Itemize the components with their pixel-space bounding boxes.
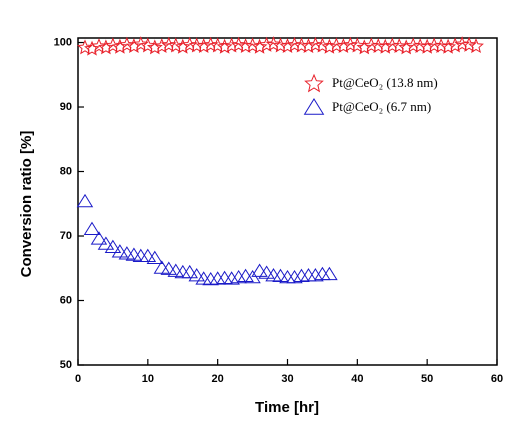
marker: [195, 271, 212, 285]
y-tick-label: 100: [54, 36, 72, 48]
marker: [279, 38, 296, 54]
legend-label: Pt@CeO₂ (6.7 nm): [332, 99, 431, 114]
marker: [181, 264, 198, 279]
marker: [314, 266, 331, 281]
marker: [195, 38, 212, 54]
y-tick-label: 60: [60, 294, 72, 306]
marker: [77, 39, 93, 55]
marker: [104, 239, 122, 253]
y-axis-label: Conversion ratio [%]: [18, 131, 35, 278]
marker: [293, 268, 310, 282]
x-tick-label: 0: [75, 373, 81, 385]
marker: [125, 38, 142, 54]
y-tick-label: 90: [60, 101, 72, 113]
marker: [230, 269, 247, 284]
marker: [118, 36, 135, 52]
x-tick-label: 60: [491, 373, 503, 385]
marker: [258, 265, 275, 279]
legend-symbol: [304, 73, 324, 93]
marker: [146, 39, 163, 55]
legend-symbol: [303, 98, 325, 115]
marker: [216, 270, 233, 284]
marker: [440, 38, 457, 54]
marker: [84, 40, 100, 56]
x-tick-label: 40: [351, 373, 363, 385]
marker: [251, 263, 268, 277]
marker: [76, 193, 94, 208]
marker: [335, 38, 352, 54]
marker: [160, 261, 177, 275]
marker: [251, 38, 268, 54]
x-tick-label: 10: [142, 373, 154, 385]
y-tick-label: 70: [60, 230, 72, 242]
y-tick-label: 80: [60, 165, 72, 177]
marker: [321, 266, 338, 281]
y-tick-label: 50: [60, 359, 72, 371]
marker: [321, 38, 338, 54]
marker: [188, 268, 205, 282]
marker: [300, 38, 317, 54]
marker: [398, 39, 415, 55]
legend-label: Pt@CeO₂ (13.8 nm): [332, 75, 438, 90]
marker: [265, 268, 282, 282]
marker: [146, 250, 164, 264]
marker: [223, 271, 240, 285]
marker: [286, 269, 303, 284]
marker: [111, 244, 129, 258]
marker: [83, 221, 101, 235]
marker: [90, 231, 108, 245]
marker: [174, 38, 191, 54]
marker: [237, 38, 254, 54]
marker: [153, 38, 170, 54]
marker: [202, 271, 219, 286]
marker: [258, 36, 275, 52]
marker: [419, 38, 436, 54]
marker: [356, 39, 373, 55]
marker: [98, 39, 114, 55]
marker: [216, 38, 233, 54]
x-axis-label: Time [hr]: [255, 399, 319, 416]
marker: [111, 38, 128, 54]
marker: [377, 38, 394, 54]
x-tick-label: 20: [212, 373, 224, 385]
marker: [209, 271, 226, 285]
x-tick-label: 30: [281, 373, 293, 385]
marker: [139, 248, 157, 262]
marker: [307, 268, 324, 282]
marker: [139, 37, 156, 53]
marker: [97, 236, 115, 250]
marker: [300, 268, 317, 282]
x-tick-label: 50: [421, 373, 433, 385]
marker: [349, 37, 366, 53]
marker: [237, 268, 254, 282]
marker: [447, 37, 464, 53]
marker: [223, 37, 240, 53]
marker: [468, 38, 484, 54]
